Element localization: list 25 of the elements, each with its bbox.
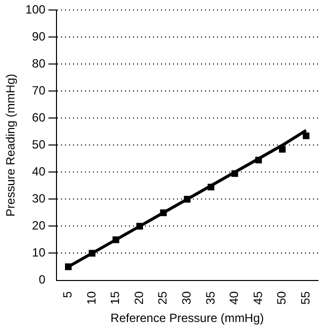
- y-tick-label: 0: [38, 272, 46, 287]
- point: [302, 132, 310, 140]
- y-tick-label: 40: [32, 164, 46, 179]
- x-axis-title: Reference Pressure (mmHg): [110, 311, 264, 326]
- x-tick-label: 5: [60, 290, 75, 298]
- y-tick-label: 100: [25, 2, 46, 17]
- y-tick-label: 80: [32, 56, 46, 71]
- y-tick-label: 90: [32, 30, 46, 44]
- x-tick-label: 40: [227, 290, 242, 305]
- x-tick-label: 55: [298, 290, 312, 305]
- y-tick-label: 60: [32, 110, 46, 125]
- y-tick-label: 20: [32, 218, 46, 233]
- x-tick-label: 25: [156, 290, 170, 305]
- x-tick-label: 45: [250, 290, 265, 305]
- x-tick-label: 15: [108, 290, 122, 305]
- x-tick-label: 20: [132, 290, 146, 305]
- x-tick-label: 10: [84, 290, 98, 305]
- y-tick-label: 30: [32, 192, 46, 206]
- x-tick-label: 35: [203, 290, 218, 305]
- y-axis-title: Pressure Reading (mmHg): [4, 74, 18, 217]
- x-tick-label: 50: [274, 290, 289, 305]
- y-tick-label: 70: [32, 84, 46, 98]
- x-tick-label: 30: [180, 290, 194, 305]
- y-tick-label: 10: [32, 246, 46, 260]
- y-tick-label: 50: [32, 138, 46, 152]
